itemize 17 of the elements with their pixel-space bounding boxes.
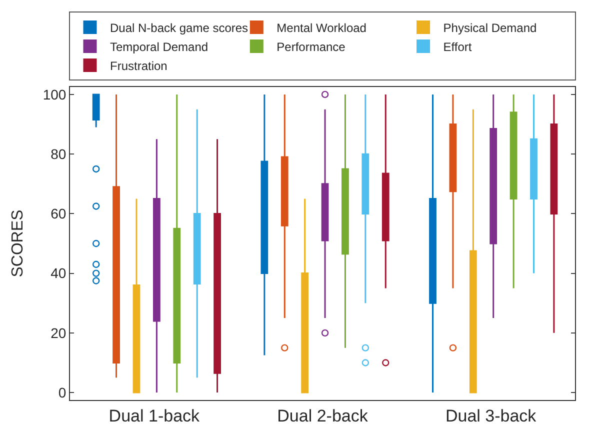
x-tick-label: Dual 3-back [445,406,537,426]
y-tick-label: 20 [50,324,66,341]
legend-label: Temporal Demand [110,40,208,54]
y-tick-label: 0 [58,384,66,400]
y-tick-label: 40 [50,265,66,282]
legend-label: Dual N-back game scores [110,20,248,35]
legend-label: Mental Workload [276,20,366,35]
legend-label: Effort [443,40,472,54]
y-tick-label: 100 [42,86,66,102]
y-tick-label: 80 [50,146,66,162]
legend-label: Physical Demand [443,20,537,35]
x-tick-label: Dual 1-back [108,406,200,426]
x-tick-label: Dual 2-back [277,406,368,426]
legend-label: Performance [276,40,346,54]
y-axis-title: SCORES [10,210,27,278]
y-tick-label: 60 [50,206,66,222]
legend-label: Frustration [110,58,168,73]
